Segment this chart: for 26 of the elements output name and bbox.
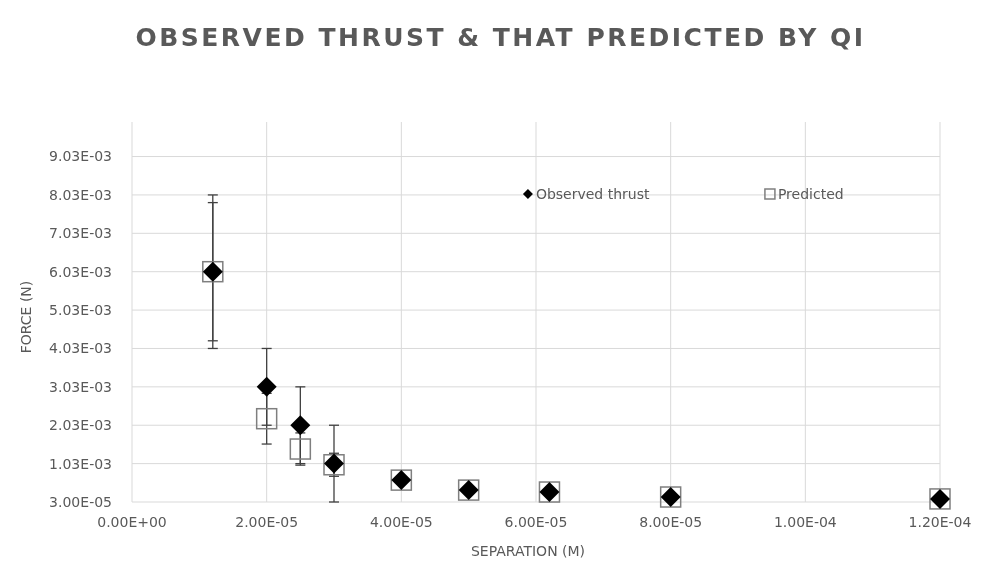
point (289, 438, 312, 460)
y-tick-label: 1.03E-03 (49, 455, 112, 472)
x-tick-label: 4.00E-05 (369, 514, 433, 530)
y-tick-label: 2.03E-03 (49, 417, 112, 434)
y-tick-label: 4.03E-03 (49, 340, 112, 357)
x-tick-label: 8.00E-05 (639, 514, 703, 530)
y-axis-title: FORCE (N) (18, 280, 34, 354)
y-tick-label: 7.03E-03 (49, 225, 112, 242)
x-tick-label: 6.00E-05 (504, 514, 568, 530)
point (255, 407, 278, 430)
y-tick-label: 6.03E-03 (49, 263, 112, 280)
legend-label: Predicted (777, 185, 844, 202)
y-tick-label: 8.03E-03 (49, 186, 112, 203)
y-tick-label: 3.00E-05 (49, 493, 112, 510)
x-tick-label: 2.00E-05 (235, 514, 299, 530)
point (256, 376, 277, 397)
x-axis-title: SEPARATION (M) (470, 543, 586, 559)
point (290, 415, 311, 436)
x-tick-label: 0.00E+00 (97, 514, 167, 530)
chart-title: OBSERVED THRUST & THAT PREDICTED BY QI (135, 23, 866, 52)
y-tick-label: 3.03E-03 (49, 378, 112, 395)
x-tick-label: 1.20E-04 (908, 514, 972, 530)
legend-label: Observed thrust (535, 185, 651, 202)
y-tick-label: 9.03E-03 (49, 148, 112, 165)
x-tick-label: 1.00E-04 (773, 514, 837, 530)
y-tick-label: 5.03E-03 (49, 301, 112, 318)
